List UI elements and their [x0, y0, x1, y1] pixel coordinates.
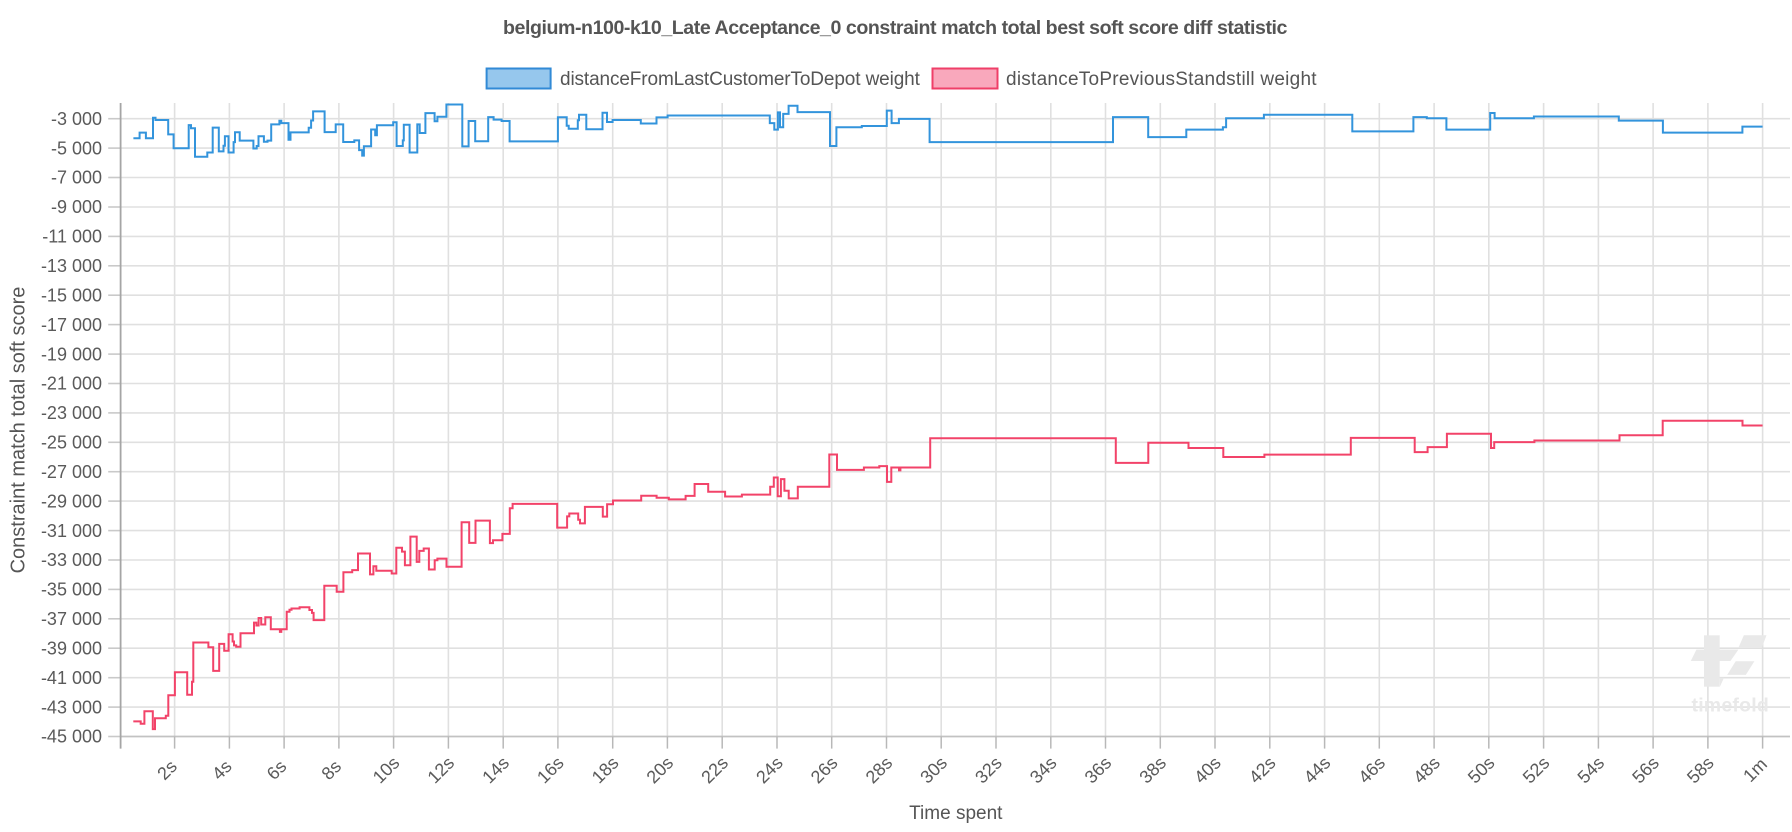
- svg-text:-19 000: -19 000: [41, 344, 102, 364]
- svg-text:-35 000: -35 000: [41, 580, 102, 600]
- svg-text:-25 000: -25 000: [41, 433, 102, 453]
- svg-text:-43 000: -43 000: [41, 697, 102, 717]
- svg-text:-17 000: -17 000: [41, 315, 102, 335]
- svg-text:-27 000: -27 000: [41, 462, 102, 482]
- svg-text:-7 000: -7 000: [51, 168, 102, 188]
- svg-text:-29 000: -29 000: [41, 491, 102, 511]
- svg-text:Time spent: Time spent: [909, 803, 1003, 824]
- svg-text:distanceToPreviousStandstill w: distanceToPreviousStandstill weight: [1006, 69, 1317, 90]
- svg-text:distanceFromLastCustomerToDepo: distanceFromLastCustomerToDepot weight: [560, 69, 921, 90]
- svg-text:-5 000: -5 000: [51, 138, 102, 158]
- svg-text:-15 000: -15 000: [41, 285, 102, 305]
- svg-text:-21 000: -21 000: [41, 374, 102, 394]
- svg-text:timefold: timefold: [1692, 695, 1769, 717]
- svg-text:-39 000: -39 000: [41, 638, 102, 658]
- svg-text:Constraint match total soft sc: Constraint match total soft score: [7, 287, 29, 574]
- svg-text:-3 000: -3 000: [51, 109, 102, 129]
- svg-text:-33 000: -33 000: [41, 550, 102, 570]
- svg-text:-11 000: -11 000: [42, 227, 102, 247]
- svg-text:-37 000: -37 000: [41, 609, 102, 629]
- svg-text:-45 000: -45 000: [41, 727, 102, 747]
- svg-text:-9 000: -9 000: [51, 197, 102, 217]
- svg-text:belgium-n100-k10_Late Acceptan: belgium-n100-k10_Late Acceptance_0 const…: [503, 17, 1287, 39]
- svg-text:-13 000: -13 000: [41, 256, 102, 276]
- svg-text:-23 000: -23 000: [41, 403, 102, 423]
- svg-text:-31 000: -31 000: [41, 521, 102, 541]
- svg-text:-41 000: -41 000: [41, 668, 102, 688]
